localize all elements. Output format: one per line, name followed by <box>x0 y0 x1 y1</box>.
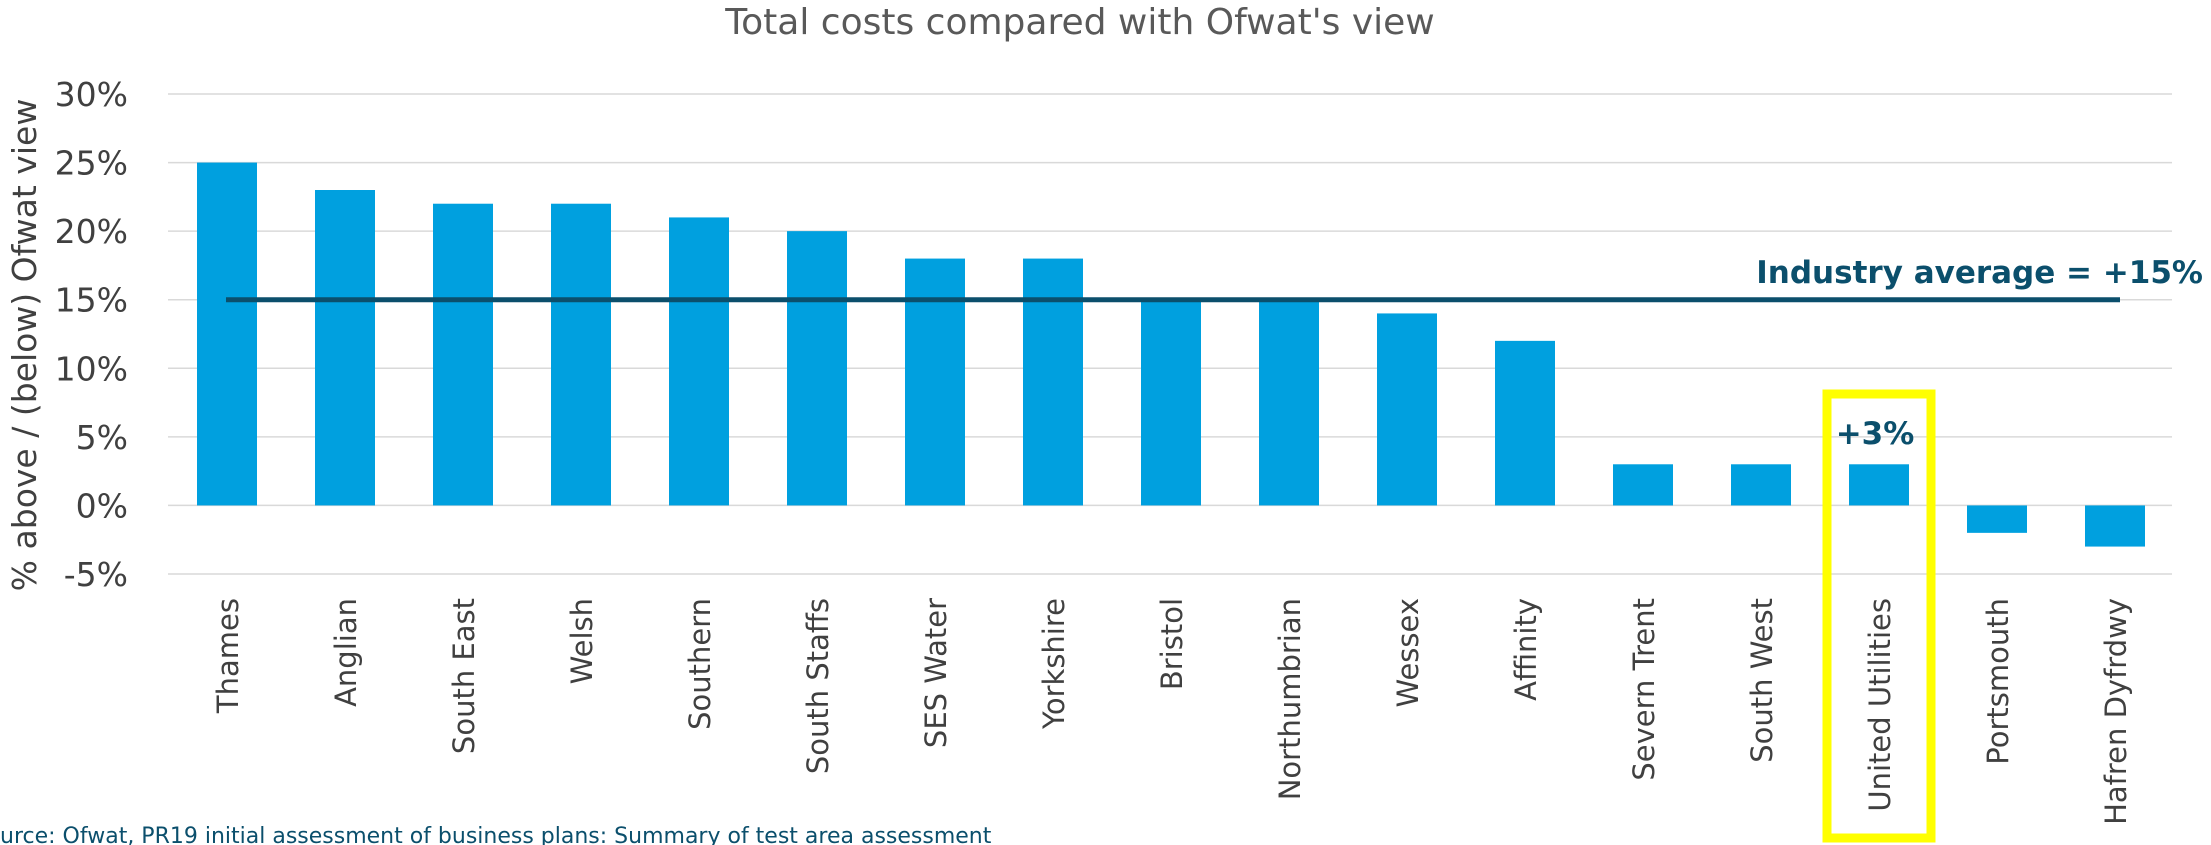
y-tick-label: -5% <box>64 555 128 594</box>
bar-welsh <box>551 203 611 506</box>
category-label: South Staffs <box>801 598 835 774</box>
bar-thames <box>197 162 257 506</box>
bar-south-west <box>1731 464 1791 506</box>
bar-northumbrian <box>1259 299 1319 506</box>
highlight-value-label: +3% <box>1836 416 1915 452</box>
category-label: Bristol <box>1155 598 1189 690</box>
category-label: Severn Trent <box>1627 598 1661 781</box>
category-label: Wessex <box>1391 598 1425 708</box>
y-tick-label: 25% <box>55 144 128 183</box>
category-label: Yorkshire <box>1037 598 1071 730</box>
category-label: Anglian <box>329 598 363 707</box>
bar-united-utilities <box>1849 464 1909 506</box>
category-label: Thames <box>211 598 245 714</box>
y-tick-label: 15% <box>55 281 128 320</box>
bar-yorkshire <box>1023 258 1083 506</box>
category-label: Portsmouth <box>1981 598 2015 765</box>
category-label: Southern <box>683 598 717 730</box>
bar-southern <box>669 217 729 506</box>
chart-title: Total costs compared with Ofwat's view <box>724 2 1434 43</box>
bar-portsmouth <box>1967 505 2027 533</box>
bar-severn-trent <box>1613 464 1673 506</box>
bar-ses-water <box>905 258 965 506</box>
category-labels: Thames Anglian South East Welsh Southern Sout… <box>211 598 2133 825</box>
bar-bristol <box>1141 299 1201 506</box>
category-label: Hafren Dyfrdwy <box>2099 598 2133 825</box>
category-label: South West <box>1745 598 1779 763</box>
y-tick-label: 20% <box>55 212 128 251</box>
y-tick-label: 0% <box>76 486 128 525</box>
category-label: Welsh <box>565 598 599 684</box>
industry-average-label: Industry average = +15% <box>1756 255 2203 291</box>
category-label: SES Water <box>919 598 953 748</box>
y-tick-label: 5% <box>76 418 128 457</box>
bar-affinity <box>1495 340 1555 506</box>
y-axis-label: % above / (below) Ofwat view <box>5 99 44 592</box>
bars <box>197 162 2145 547</box>
category-label: United Utilities <box>1863 598 1897 812</box>
source-note: urce: Ofwat, PR19 initial assessment of … <box>0 824 992 845</box>
bar-wessex <box>1377 313 1437 506</box>
bar-anglian <box>315 190 375 506</box>
y-tick-label: 30% <box>55 75 128 114</box>
bar-hafren-dyfrdwy <box>2085 505 2145 547</box>
category-label: Northumbrian <box>1273 598 1307 800</box>
bar-south-staffs <box>787 231 847 506</box>
highlight-box <box>1822 389 1936 843</box>
category-label: Affinity <box>1509 598 1543 701</box>
category-label: South East <box>447 598 481 754</box>
y-axis-ticks: 30% 25% 20% 15% 10% 5% 0% -5% <box>55 75 128 594</box>
bar-south-east <box>433 203 493 506</box>
y-tick-label: 10% <box>55 349 128 388</box>
